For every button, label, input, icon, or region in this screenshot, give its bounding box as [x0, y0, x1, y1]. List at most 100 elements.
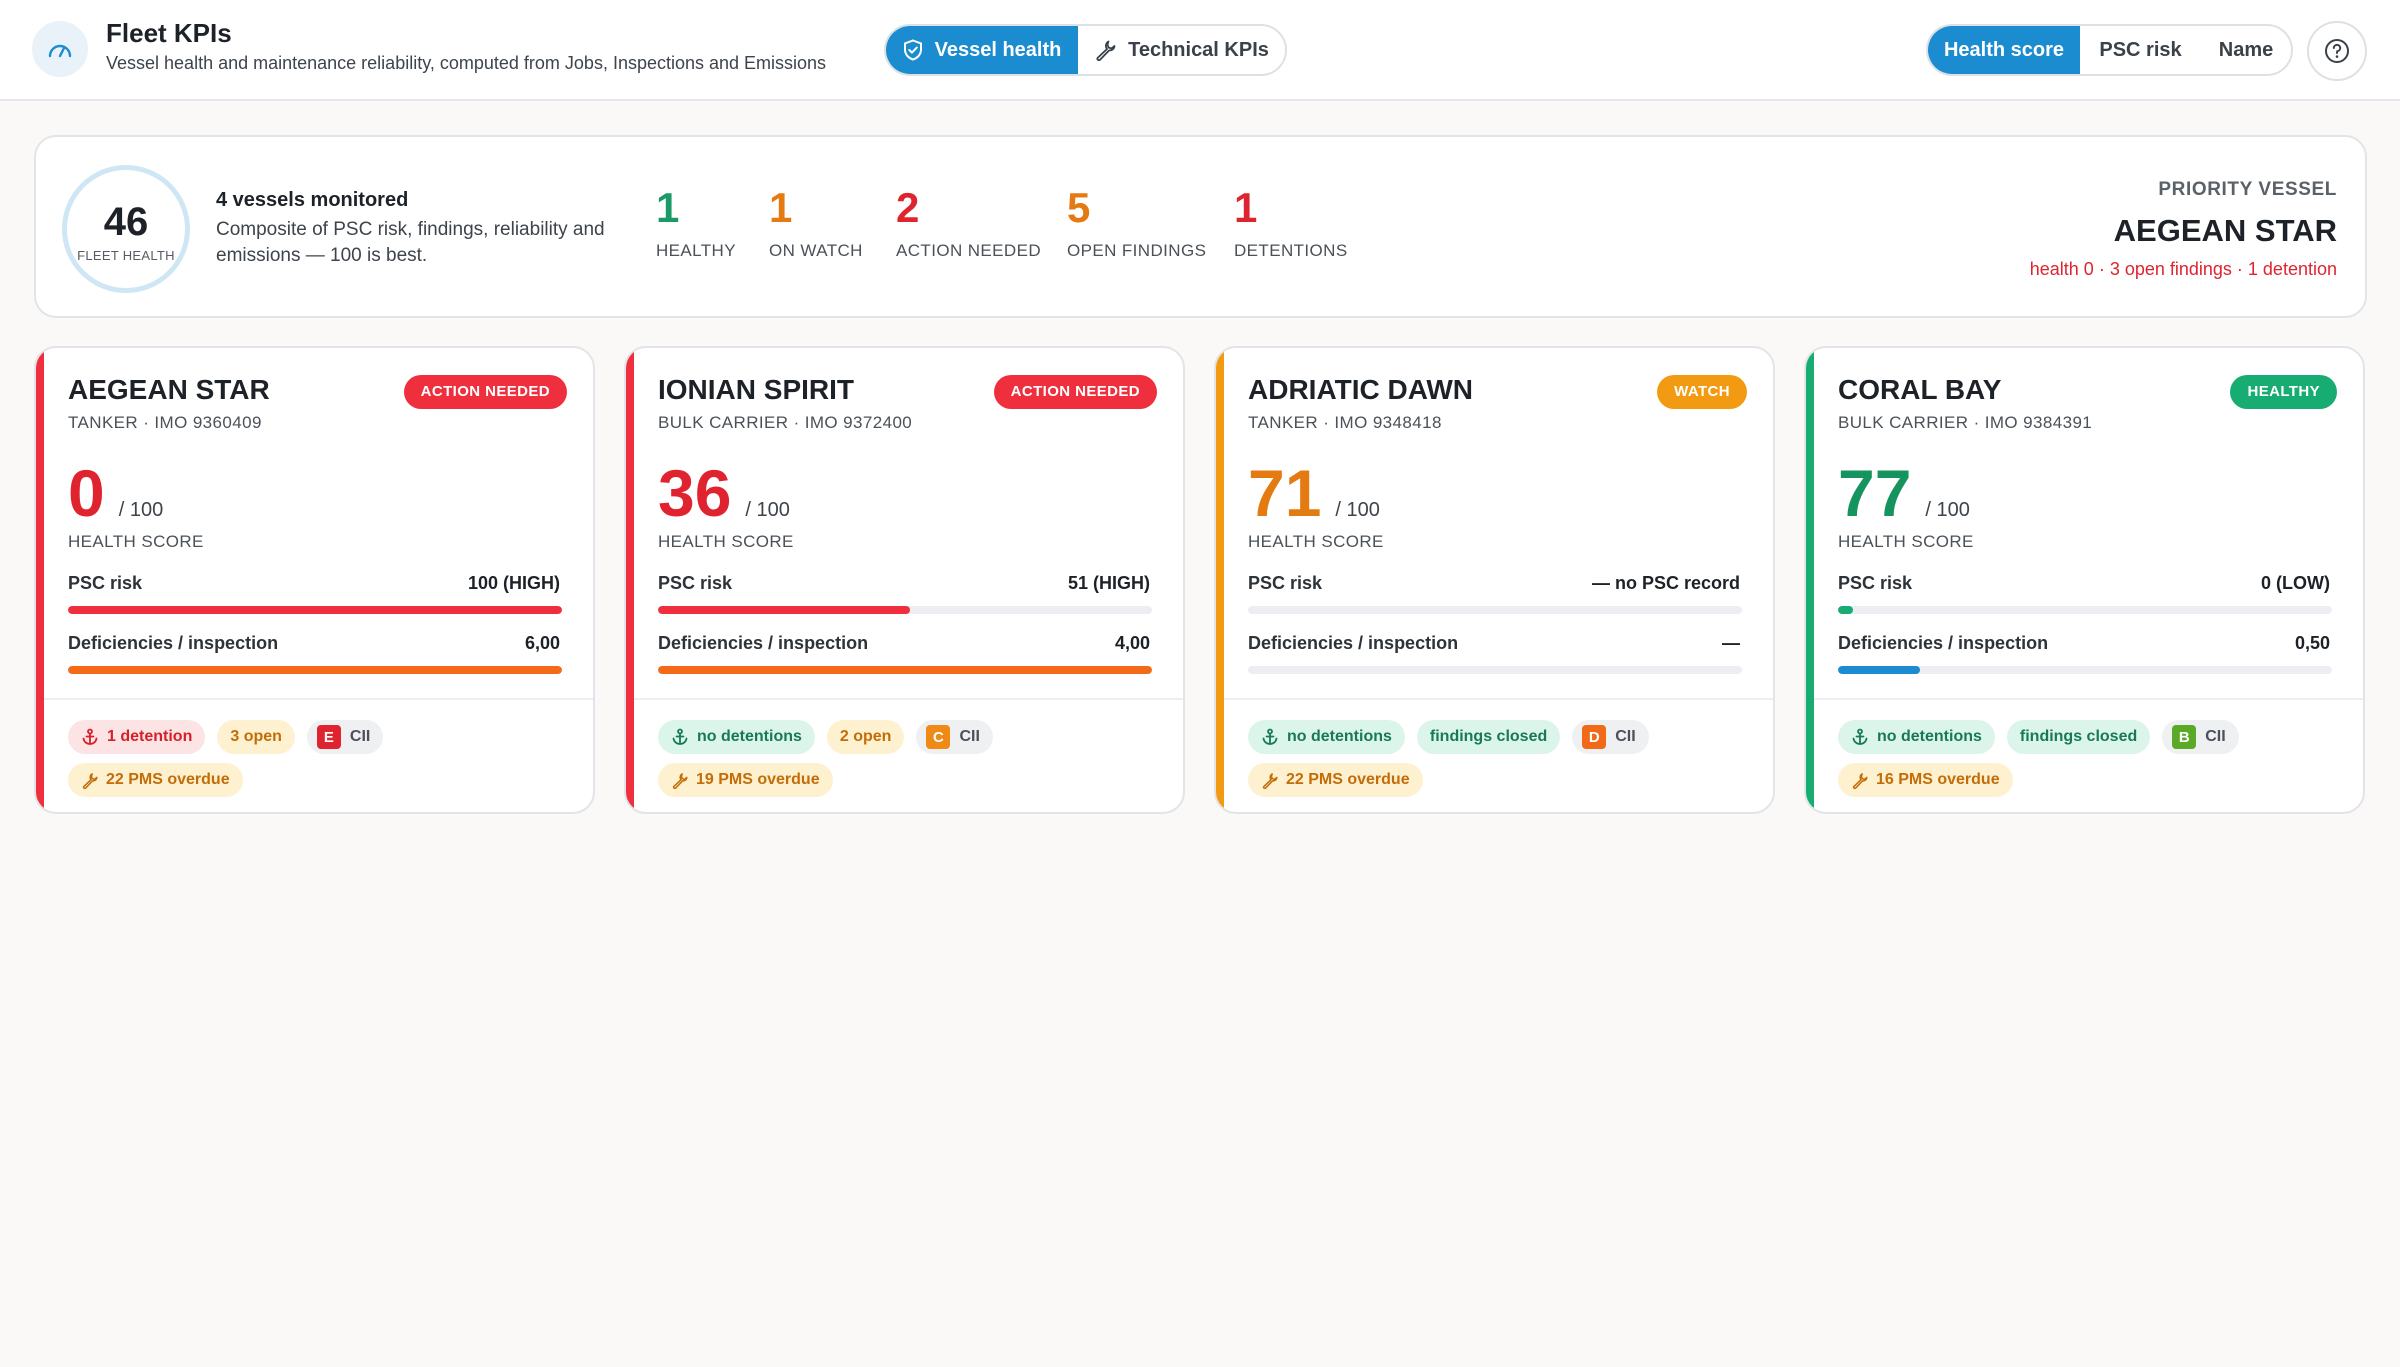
- cii-label: CII: [1615, 728, 1636, 745]
- vessel-card[interactable]: CORAL BAY BULK CARRIER · IMO 9384391 HEA…: [1804, 346, 2365, 814]
- stat-value: 1: [769, 184, 793, 231]
- pms-overdue-text: 22 PMS overdue: [106, 771, 230, 788]
- vessel-name: CORAL BAY: [1838, 374, 2002, 405]
- stat-action-needed: 2 ACTION NEEDED: [896, 187, 1041, 261]
- health-score-label: HEALTH SCORE: [1838, 532, 1974, 551]
- status-accent-bar: [1216, 348, 1224, 812]
- vessel-chips: no detentions 2 open C CII 19 PMS overdu…: [658, 720, 1158, 797]
- wrench-icon: [1262, 772, 1278, 789]
- deficiencies-bar: [1838, 666, 2332, 674]
- page-subtitle: Vessel health and maintenance reliabilit…: [106, 53, 827, 73]
- detention-chip: no detentions: [658, 720, 815, 754]
- psc-risk-value: 100 (HIGH): [467, 573, 560, 593]
- priority-vessel[interactable]: PRIORITY VESSEL AEGEAN STAR health 0 · 3…: [2030, 179, 2337, 280]
- cii-grade: D: [1582, 725, 1607, 749]
- sort-name[interactable]: Name: [2218, 38, 2274, 61]
- detention-text: 1 detention: [107, 728, 193, 745]
- stat-label: HEALTHY: [656, 241, 736, 260]
- card-divider: [634, 698, 1183, 700]
- sort-health-score[interactable]: Health score: [1928, 26, 2080, 74]
- deficiencies-label: Deficiencies / inspection: [1248, 633, 1459, 653]
- gauge-icon: [32, 21, 88, 77]
- detention-chip: no detentions: [1248, 720, 1405, 754]
- cii-label: CII: [2205, 728, 2226, 745]
- question-icon: [2325, 39, 2349, 63]
- vessel-type-imo: TANKER · IMO 9360409: [68, 413, 262, 432]
- vessel-name: AEGEAN STAR: [68, 374, 270, 405]
- vessel-chips: no detentions findings closed B CII 16 P…: [1838, 720, 2338, 797]
- deficiencies-bar: [1248, 666, 1742, 674]
- health-score: 0 / 100: [68, 460, 163, 526]
- fleet-summary-panel: 46 FLEET HEALTH 4 vessels monitored Comp…: [34, 135, 2367, 318]
- psc-risk-value: 51 (HIGH): [1067, 573, 1150, 593]
- vessel-card[interactable]: IONIAN SPIRIT BULK CARRIER · IMO 9372400…: [624, 346, 1185, 814]
- psc-risk-bar: [68, 606, 562, 614]
- health-score-label: HEALTH SCORE: [1248, 532, 1384, 551]
- psc-risk-fill: [68, 606, 562, 614]
- health-score: 77 / 100: [1838, 460, 1970, 526]
- vessel-name: ADRIATIC DAWN: [1248, 374, 1474, 405]
- cii-label: CII: [959, 728, 980, 745]
- stat-label: ACTION NEEDED: [896, 241, 1041, 260]
- stat-value: 1: [656, 184, 680, 231]
- wrench-icon: [672, 772, 688, 789]
- deficiencies-value: 4,00: [1114, 633, 1150, 653]
- health-score: 36 / 100: [658, 460, 790, 526]
- psc-risk-bar: [658, 606, 1152, 614]
- psc-risk-label: PSC risk: [1838, 573, 1913, 593]
- status-badge: ACTION NEEDED: [403, 375, 567, 409]
- pms-overdue-text: 19 PMS overdue: [696, 771, 820, 788]
- status-accent-bar: [626, 348, 634, 812]
- card-divider: [44, 698, 593, 700]
- psc-risk-label: PSC risk: [68, 573, 143, 593]
- psc-risk-label: PSC risk: [658, 573, 733, 593]
- status-badge: HEALTHY: [2230, 375, 2337, 409]
- psc-risk-value: 0 (LOW): [2261, 573, 2330, 593]
- stat-value: 2: [896, 184, 920, 231]
- health-score-value: 0: [68, 456, 105, 530]
- cii-label: CII: [349, 728, 371, 745]
- top-bar: Fleet KPIs Vessel health and maintenance…: [0, 0, 2400, 101]
- fleet-health-label: FLEET HEALTH: [77, 247, 175, 263]
- deficiencies-fill: [658, 666, 1152, 674]
- deficiencies-bar: [68, 666, 562, 674]
- vessel-chips: no detentions findings closed D CII 22 P…: [1248, 720, 1748, 797]
- anchor-icon: [672, 728, 688, 745]
- tab-technical-kpis[interactable]: Technical KPIs: [1078, 26, 1285, 74]
- priority-vessel-name: AEGEAN STAR: [2113, 213, 2337, 248]
- stat-label: OPEN FINDINGS: [1067, 241, 1207, 260]
- cii-chip: E CII: [306, 720, 384, 754]
- health-score-max: / 100: [745, 499, 790, 521]
- anchor-icon: [82, 728, 98, 745]
- detention-text: no detentions: [1287, 728, 1392, 745]
- status-accent-bar: [36, 348, 44, 812]
- stat-on-watch: 1 ON WATCH: [769, 187, 863, 261]
- page-title: Fleet KPIs: [106, 18, 232, 48]
- stat-label: DETENTIONS: [1234, 241, 1348, 260]
- pms-overdue-chip: 19 PMS overdue: [658, 763, 833, 797]
- tab-vessel-health[interactable]: Vessel health: [886, 26, 1078, 74]
- help-button[interactable]: [2307, 21, 2367, 81]
- priority-detail: health 0 · 3 open findings · 1 detention: [2029, 259, 2337, 279]
- view-switcher: Vessel health Technical KPIs: [884, 24, 1287, 76]
- sort-psc-risk[interactable]: PSC risk: [2099, 38, 2182, 61]
- cii-chip: D CII: [1572, 720, 1649, 754]
- vessel-name: IONIAN SPIRIT: [658, 374, 855, 405]
- health-score-max: / 100: [1925, 499, 1970, 521]
- detention-text: no detentions: [1877, 728, 1982, 745]
- deficiencies-fill: [1838, 666, 1920, 674]
- status-badge: WATCH: [1657, 375, 1747, 409]
- deficiencies-bar: [658, 666, 1152, 674]
- deficiencies-label: Deficiencies / inspection: [658, 633, 869, 653]
- vessel-card[interactable]: ADRIATIC DAWN TANKER · IMO 9348418 WATCH…: [1214, 346, 1775, 814]
- card-divider: [1224, 698, 1773, 700]
- findings-chip: findings closed: [1416, 720, 1561, 754]
- stat-label: ON WATCH: [769, 241, 863, 260]
- stat-value: 1: [1234, 184, 1258, 231]
- vessel-card[interactable]: AEGEAN STAR TANKER · IMO 9360409 ACTION …: [34, 346, 595, 814]
- pms-overdue-text: 16 PMS overdue: [1876, 771, 2000, 788]
- wrench-icon: [1852, 772, 1868, 789]
- anchor-icon: [1262, 728, 1278, 745]
- health-score-value: 77: [1838, 456, 1912, 530]
- cii-grade: B: [2172, 725, 2197, 749]
